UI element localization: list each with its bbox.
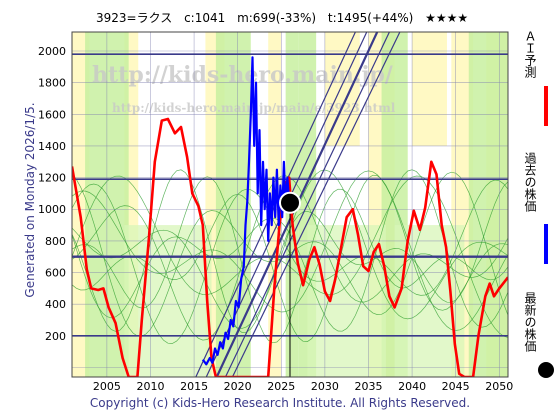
generated-date-label: Generated on Monday 2026/1/5. — [22, 60, 38, 340]
legend-black-dot-swatch — [538, 362, 554, 378]
band-green-low — [124, 225, 212, 377]
legend-blue-line-swatch — [544, 224, 548, 264]
y-tick-label: 400 — [45, 298, 66, 311]
x-tick-label: 2050 — [485, 380, 513, 393]
generated-date-text: Generated on Monday 2026/1/5. — [23, 102, 37, 298]
series-past-price — [201, 56, 291, 366]
x-tick-label: 2030 — [311, 380, 339, 393]
x-tick-label: 2010 — [136, 380, 164, 393]
legend-latest-price-label: 最新の株価 — [523, 292, 537, 352]
trend-line — [224, 32, 390, 377]
band-yellow-top — [324, 32, 360, 146]
watermark-url-main: http://kids-hero.main.jp/ — [92, 62, 394, 88]
y-tick-labels: 200 400 600 800 1000 1200 1400 1600 1800 2000 — [38, 45, 66, 343]
band-green-low — [307, 225, 386, 377]
x-tick-label: 2015 — [180, 380, 208, 393]
y-tick-label: 800 — [45, 235, 66, 248]
x-tick-label: 2035 — [354, 380, 382, 393]
x-tick-label: 2045 — [442, 380, 470, 393]
band-green — [468, 32, 508, 377]
legend-ai-forecast: ＡＩ予測 — [516, 30, 556, 150]
series-ai-forecast — [72, 117, 508, 377]
y-tick-label: 1800 — [38, 77, 66, 90]
y-tick-label: 200 — [45, 330, 66, 343]
x-tick-label: 2020 — [224, 380, 252, 393]
legend-ai-forecast-label: ＡＩ予測 — [523, 30, 537, 78]
legend-past-price-label: 過去の株価 — [523, 152, 537, 212]
x-tick-labels: 2005 2010 2015 2020 2025 2030 2035 2040 2045 2050 — [93, 380, 513, 393]
band-yellow-top — [412, 32, 447, 146]
target-forecast: t:1495(+44%) — [327, 11, 414, 25]
x-tick-label: 2040 — [398, 380, 426, 393]
marker-layer — [279, 191, 301, 377]
x-tick-label: 2025 — [267, 380, 295, 393]
plot-frame — [71, 31, 509, 378]
y-tick-label: 1600 — [38, 108, 66, 121]
stock-code-name: 3923=ラクス — [96, 11, 173, 25]
y-tick-label: 2000 — [38, 45, 66, 58]
series-layer — [72, 56, 508, 377]
y-tick-label: 1000 — [38, 203, 66, 216]
legend-latest-price: 最新の株価 — [516, 292, 556, 382]
latest-price-point — [279, 191, 301, 214]
legend-past-price: 過去の株価 — [516, 152, 556, 282]
trend-line — [231, 32, 401, 377]
y-tick-label: 1400 — [38, 140, 66, 153]
current-price: c:1041 — [184, 11, 226, 25]
rating-stars: ★★★★ — [425, 11, 469, 25]
chart-header: 3923=ラクス c:1041 m:699(-33%) t:1495(+44%)… — [96, 9, 516, 26]
x-tick-label: 2005 — [93, 380, 121, 393]
mid-forecast: m:699(-33%) — [237, 11, 317, 25]
y-tick-label: 1200 — [38, 172, 66, 185]
copyright-footer: Copyright (c) Kids-Hero Research Institu… — [89, 396, 471, 410]
legend: ＡＩ予測 過去の株価 最新の株価 — [516, 30, 556, 380]
y-tick-label: 600 — [45, 267, 66, 280]
legend-red-line-swatch — [544, 86, 548, 126]
